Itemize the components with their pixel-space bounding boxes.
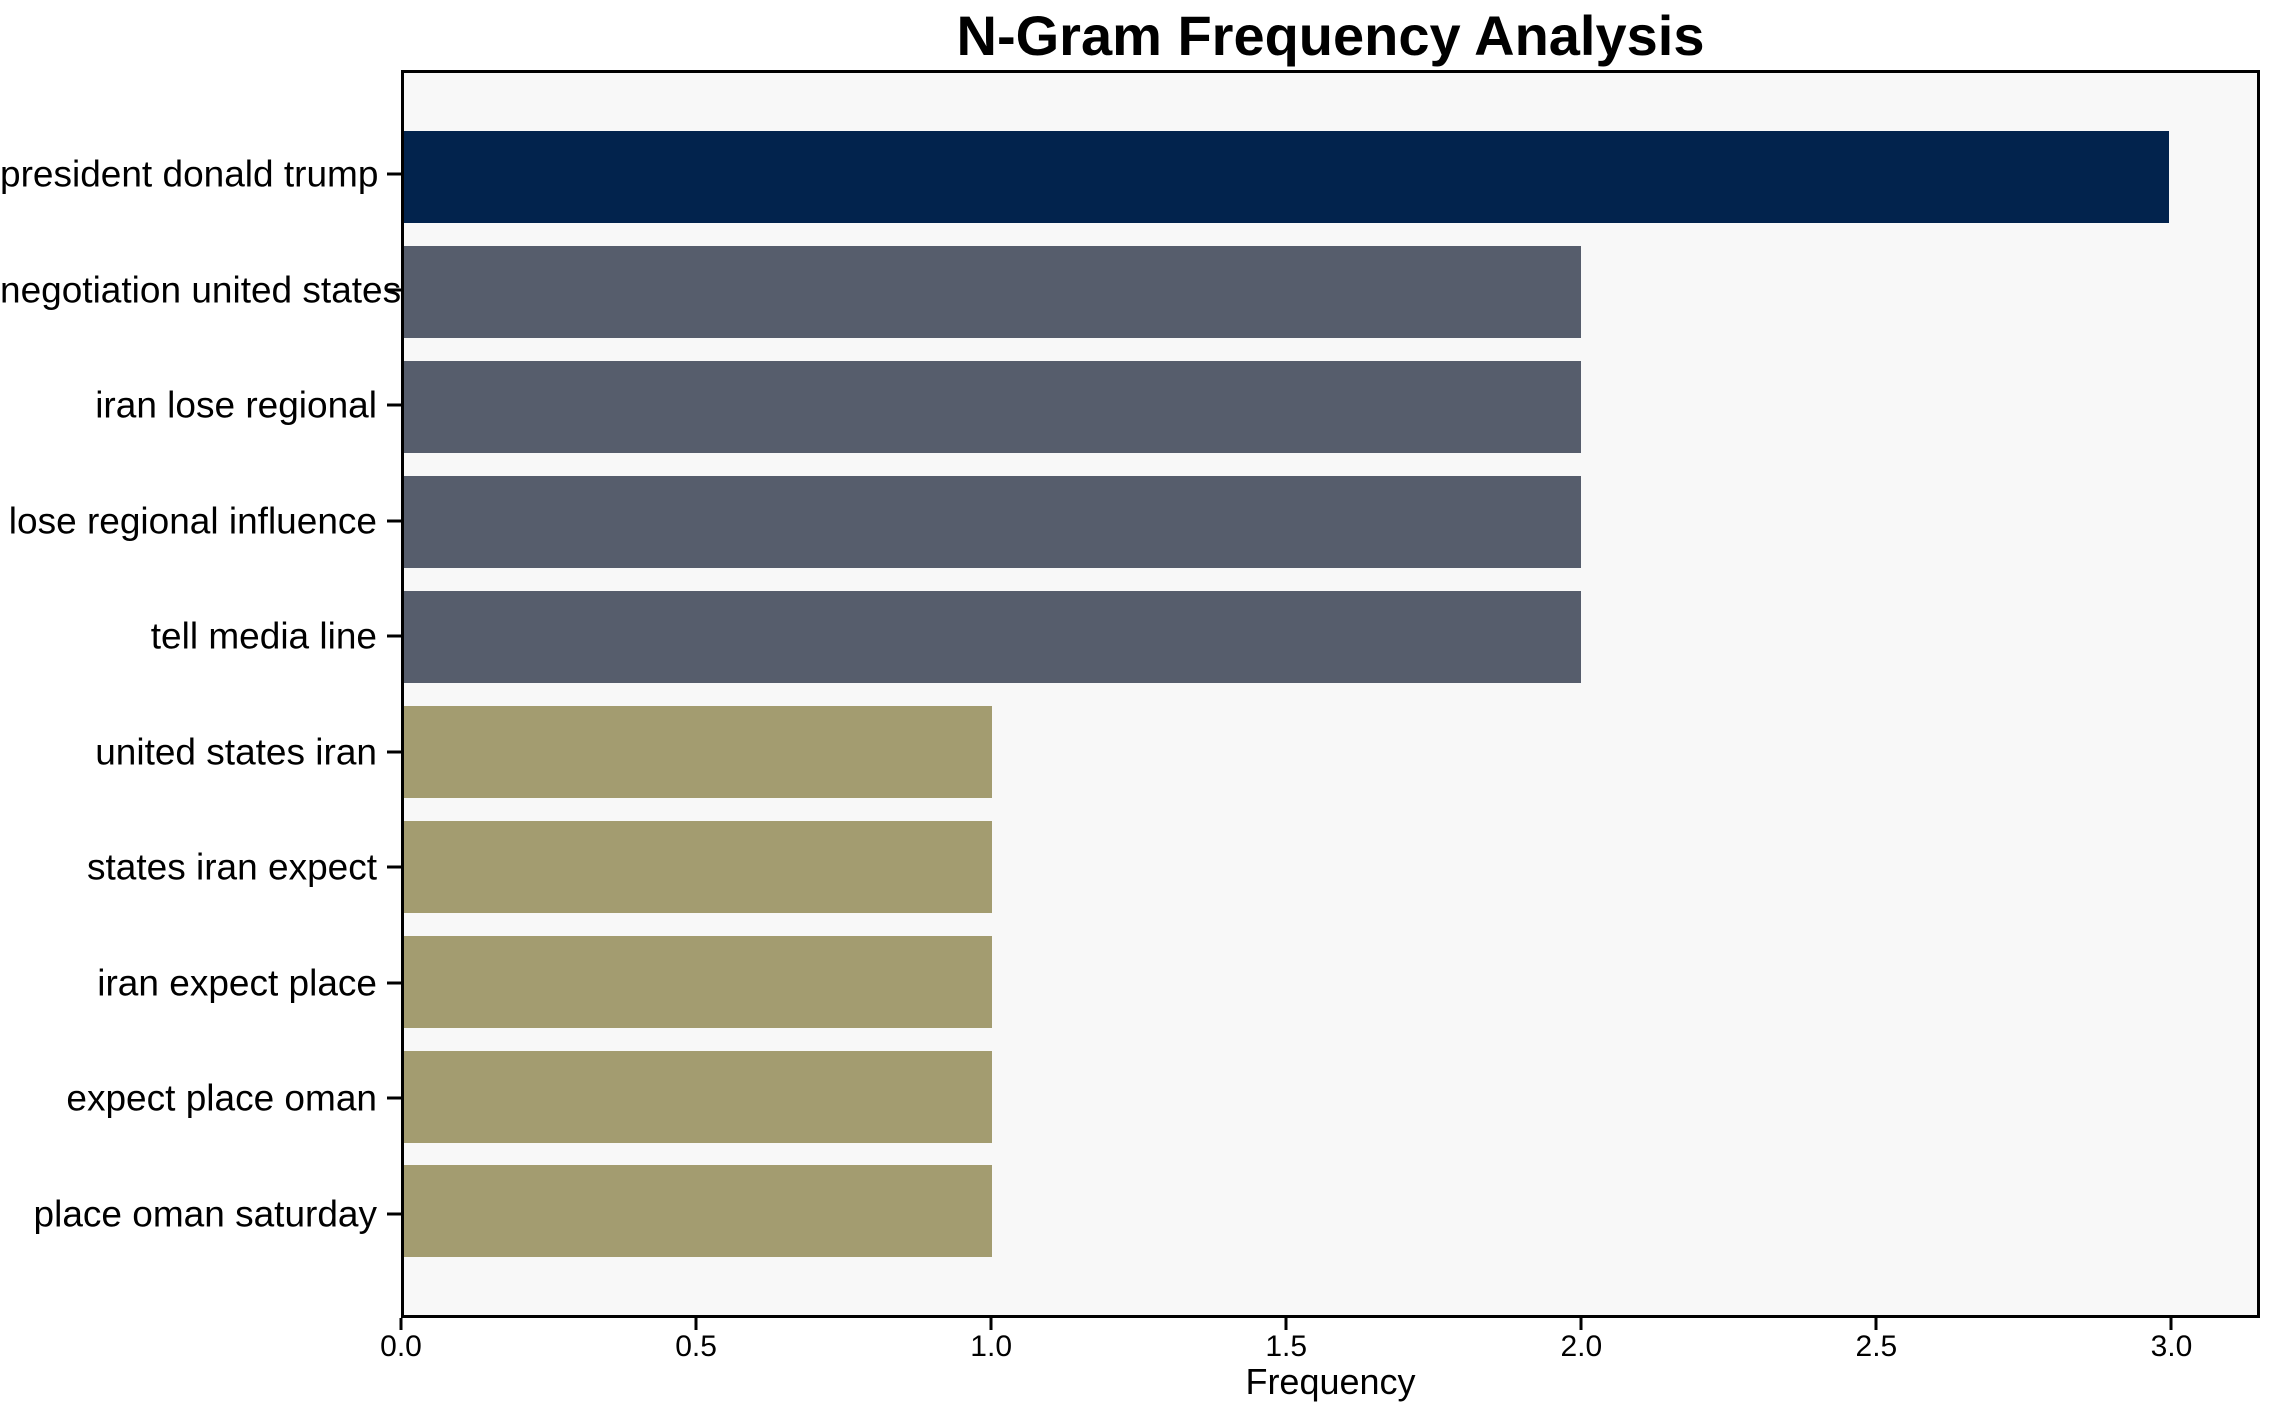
y-tick-mark	[387, 1096, 401, 1100]
bar-4	[404, 475, 1581, 568]
y-tick-label: expect place oman	[66, 1077, 377, 1119]
bar-6	[404, 705, 993, 798]
x-tick-label: 1.5	[1265, 1330, 1308, 1363]
y-tick-mark	[387, 172, 401, 176]
x-tick-mark	[2169, 1318, 2173, 1330]
x-axis-title: Frequency	[1245, 1361, 1416, 1402]
x-tick-label: 2.0	[1560, 1330, 1603, 1363]
x-tick-label: 1.0	[970, 1330, 1013, 1363]
y-tick-mark	[387, 634, 401, 638]
bar-3	[404, 360, 1581, 453]
x-tick-label: 3.0	[2150, 1330, 2193, 1363]
x-tick-label: 2.5	[1855, 1330, 1898, 1363]
y-tick-label: president donald trump	[0, 153, 379, 195]
bar-5	[404, 590, 1581, 683]
chart-title: N-Gram Frequency Analysis	[956, 4, 1705, 67]
y-tick-label: negotiation united states	[0, 269, 402, 311]
x-tick-mark	[989, 1318, 993, 1330]
x-tick-label: 0.0	[380, 1330, 422, 1363]
x-tick-mark	[1874, 1318, 1878, 1330]
bar-10	[404, 1165, 993, 1258]
y-tick-label: states iran expect	[87, 846, 377, 888]
x-tick-mark	[694, 1318, 698, 1330]
y-tick-label: lose regional influence	[8, 500, 377, 542]
y-tick-label: united states iran	[95, 731, 377, 773]
bar-1	[404, 130, 2169, 223]
x-tick-mark	[1284, 1318, 1288, 1330]
y-tick-mark	[387, 519, 401, 523]
x-tick-label: 0.5	[675, 1330, 717, 1363]
y-tick-mark	[387, 403, 401, 407]
plot-area	[401, 70, 2260, 1318]
y-tick-label: tell media line	[150, 615, 377, 657]
y-tick-mark	[387, 750, 401, 754]
x-tick-mark	[399, 1318, 403, 1330]
y-tick-mark	[387, 981, 401, 985]
bar-8	[404, 935, 993, 1028]
y-tick-mark	[387, 865, 401, 869]
bar-2	[404, 245, 1581, 338]
bar-9	[404, 1050, 993, 1143]
y-tick-mark	[387, 288, 401, 292]
y-tick-mark	[387, 1212, 401, 1216]
x-tick-mark	[1579, 1318, 1583, 1330]
bar-7	[404, 820, 993, 913]
y-tick-label: iran lose regional	[95, 384, 377, 426]
y-tick-label: place oman saturday	[33, 1193, 377, 1235]
y-tick-label: iran expect place	[97, 962, 377, 1004]
